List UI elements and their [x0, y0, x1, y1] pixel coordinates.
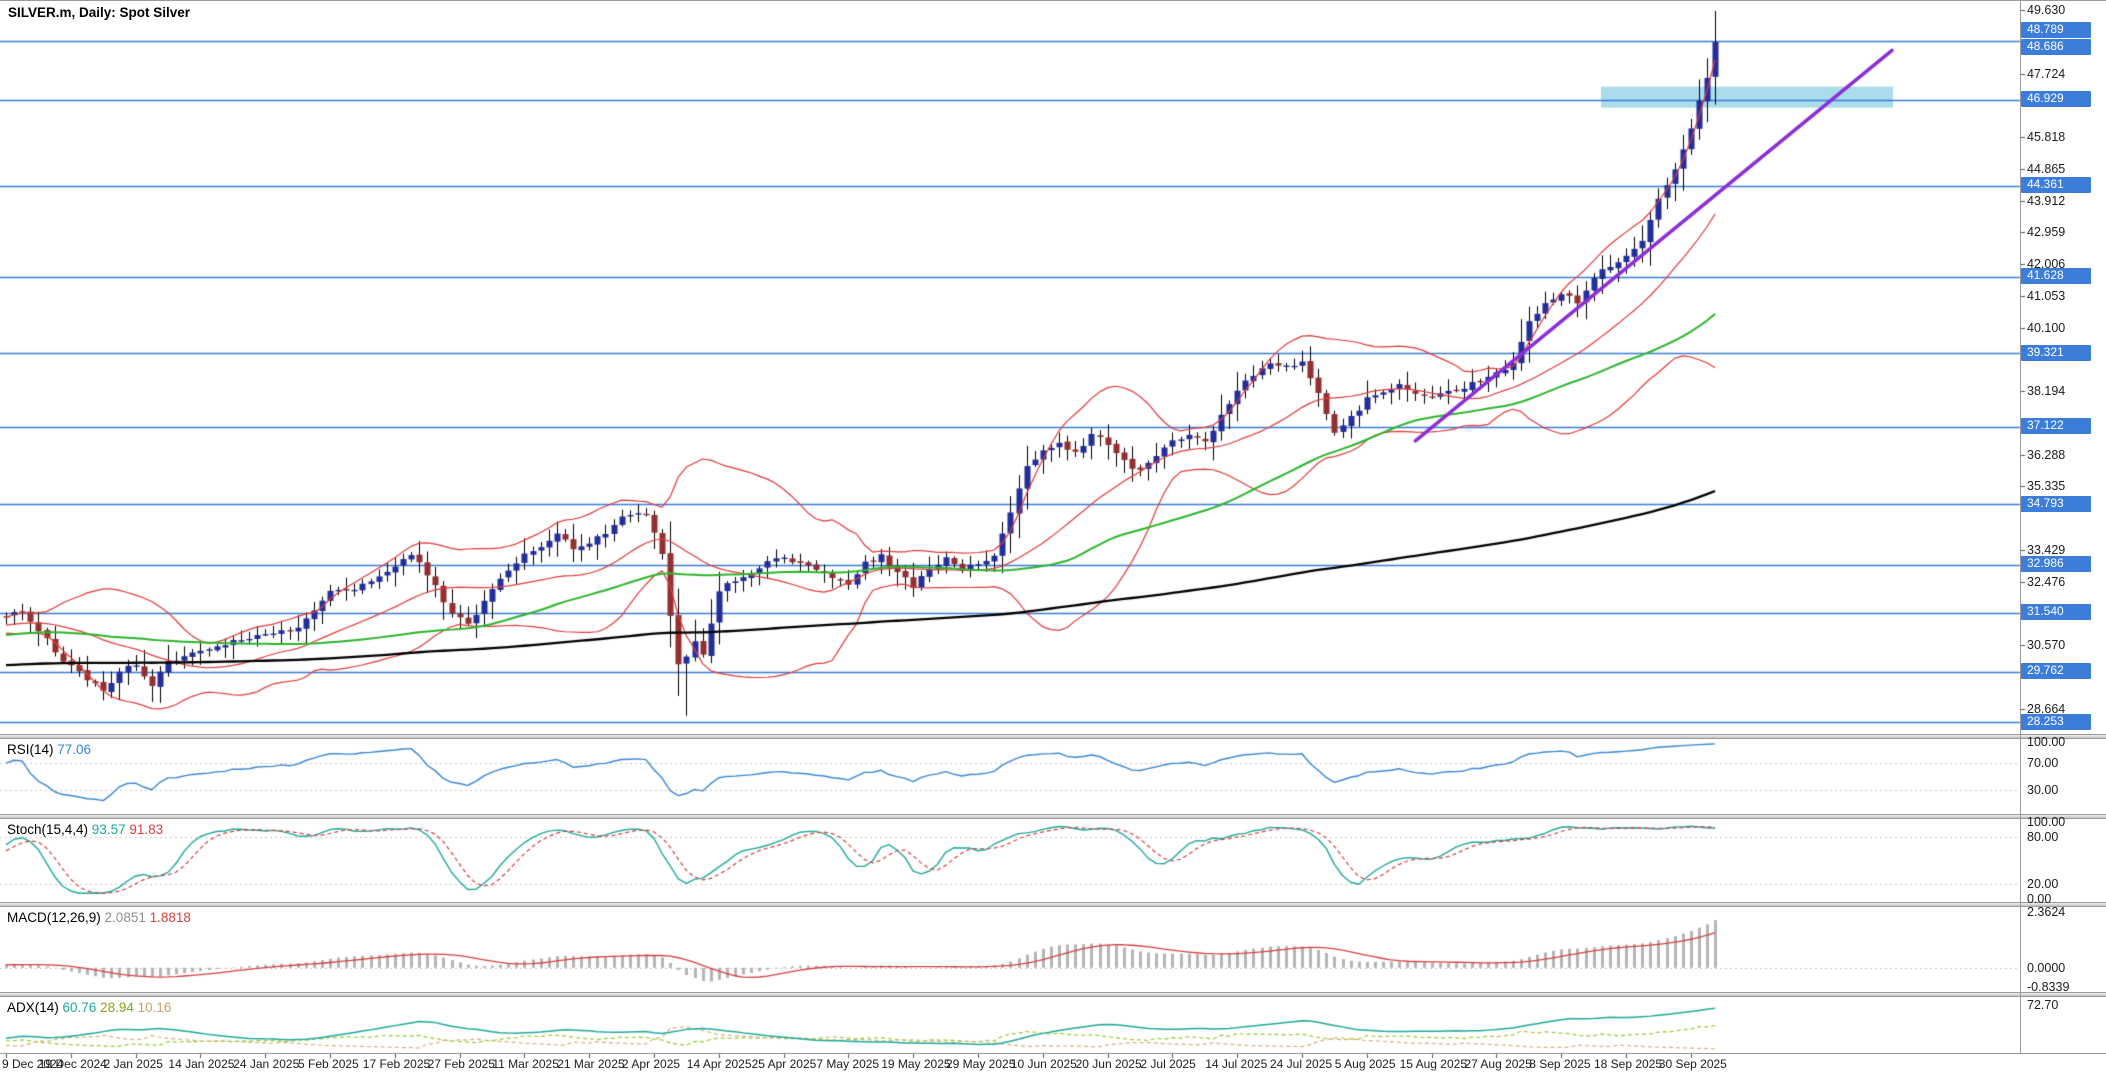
date-label: 5 Aug 2025 [1334, 1057, 1396, 1071]
date-label: 14 Apr 2025 [686, 1057, 752, 1071]
current-price-tag[interactable]: 48.789 [2021, 21, 2091, 38]
date-label: 18 Sep 2025 [1594, 1057, 1663, 1071]
date-label: 24 Jan 2025 [233, 1057, 300, 1071]
date-label: 2 Apr 2025 [622, 1057, 681, 1071]
date-label: 27 Aug 2025 [1464, 1057, 1532, 1071]
price-level-tag[interactable]: 29.762 [2021, 663, 2091, 680]
price-tick-label: 49.630 [2027, 2, 2066, 17]
date-label: 21 Mar 2025 [557, 1057, 625, 1071]
date-label: 19 May 2025 [881, 1057, 951, 1071]
indicator-axis-label: 0.0000 [2027, 960, 2066, 975]
price-level-tag[interactable]: 32.986 [2021, 556, 2091, 573]
price-level-tag[interactable]: 41.628 [2021, 268, 2091, 285]
chart-title: SILVER.m, Daily: Spot Silver [8, 5, 191, 20]
adx-value: 10.16 [133, 1000, 172, 1015]
indicator-axis-label: 72.70 [2027, 997, 2059, 1012]
macd-indicator-label: MACD(12,26,9) 2.0851 1.8818 [7, 910, 191, 925]
price-axis-border [2020, 1, 2021, 1053]
macd-value: 1.8818 [145, 910, 191, 925]
indicator-axis-label: 80.00 [2027, 830, 2059, 845]
price-tick-label: 45.818 [2027, 130, 2066, 144]
date-label: 20 Jun 2025 [1075, 1057, 1142, 1071]
indicator-axis-label: 70.00 [2027, 755, 2059, 770]
adx-indicator-label: ADX(14) 60.76 28.94 10.16 [7, 1000, 172, 1015]
price-tick-label: 43.912 [2027, 193, 2066, 208]
date-label: 2 Jul 2025 [1140, 1057, 1196, 1071]
price-tick-label: 44.865 [2027, 161, 2066, 176]
date-label: 24 Jul 2025 [1270, 1057, 1333, 1071]
date-label: 19 Dec 2024 [38, 1057, 107, 1071]
date-label: 9 Dec 2024 [2, 1057, 64, 1071]
panel-separator[interactable] [0, 734, 2106, 739]
price-level-tag[interactable]: 39.321 [2021, 344, 2091, 361]
rsi-indicator-label: RSI(14) 77.06 [7, 742, 92, 757]
date-label: 29 May 2025 [946, 1057, 1016, 1071]
stoch-indicator-label: Stoch(15,4,4) 93.57 91.83 [7, 822, 164, 837]
price-tick-label: 42.006 [2027, 257, 2066, 271]
indicator-axis-label: 100.00 [2027, 815, 2066, 829]
price-tick-label: 41.053 [2027, 288, 2066, 303]
price-tick-label: 38.194 [2027, 384, 2066, 399]
date-label: 5 Feb 2025 [298, 1057, 359, 1071]
price-level-tag[interactable]: 44.361 [2021, 177, 2091, 194]
indicator-axis-label: 2.3624 [2027, 905, 2066, 920]
date-label: 7 May 2025 [816, 1057, 880, 1071]
price-tick-label: 40.100 [2027, 320, 2066, 335]
indicator-axis-label: 20.00 [2027, 876, 2059, 891]
panel-separator[interactable] [0, 902, 2106, 907]
date-label: 8 Sep 2025 [1529, 1057, 1591, 1071]
price-tick-label: 36.288 [2027, 447, 2066, 462]
date-label: 15 Aug 2025 [1399, 1057, 1467, 1071]
date-label: 14 Jan 2025 [168, 1057, 235, 1071]
price-tick-label: 30.570 [2027, 638, 2066, 653]
price-tick-label: 32.476 [2027, 574, 2066, 589]
time-axis-border [0, 1053, 2106, 1054]
macd-value: 2.0851 [100, 910, 146, 925]
price-level-tag[interactable]: 28.253 [2021, 713, 2091, 730]
stoch-value: 91.83 [125, 822, 164, 837]
price-tick-label: 47.724 [2027, 66, 2066, 81]
price-tick-label: 35.335 [2027, 479, 2066, 494]
indicator-axis-label: 0.00 [2027, 892, 2052, 906]
stoch-value: 93.57 [88, 822, 126, 837]
date-label: 27 Feb 2025 [427, 1057, 495, 1071]
indicator-axis-label: 100.00 [2027, 735, 2066, 749]
date-label: 14 Jul 2025 [1205, 1057, 1268, 1071]
price-level-tag[interactable]: 31.540 [2021, 604, 2091, 621]
adx-value: 60.76 [58, 1000, 97, 1015]
time-axis[interactable]: 9 Dec 2024 19 Dec 2024 2 Jan 2025 14 Jan 20… [0, 1053, 2106, 1073]
panel-separator[interactable] [0, 992, 2106, 997]
price-axis[interactable]: 49.630 47.724 45.818 44.865 43.912 42.959 42.0… [2020, 1, 2106, 1053]
indicator-axis-label: -0.8339 [2027, 980, 2070, 995]
price-level-tag[interactable]: 48.686 [2021, 38, 2091, 55]
adx-value: 28.94 [96, 1000, 134, 1015]
price-tick-label: 28.664 [2027, 701, 2066, 716]
price-level-tag[interactable]: 37.122 [2021, 418, 2091, 435]
date-label: 10 Jun 2025 [1010, 1057, 1077, 1071]
date-label: 17 Feb 2025 [362, 1057, 431, 1071]
date-label: 30 Sep 2025 [1658, 1057, 1727, 1071]
panel-separator[interactable] [0, 814, 2106, 819]
date-label: 2 Jan 2025 [103, 1057, 163, 1071]
price-tick-label: 33.429 [2027, 542, 2066, 557]
date-label: 25 Apr 2025 [751, 1057, 817, 1071]
price-level-tag[interactable]: 46.929 [2021, 91, 2091, 108]
rsi-value: 77.06 [53, 742, 92, 757]
date-label: 11 Mar 2025 [492, 1057, 559, 1071]
price-tick-label: 42.959 [2027, 225, 2066, 240]
price-level-tag[interactable]: 34.793 [2021, 495, 2091, 512]
indicator-axis-label: 30.00 [2027, 783, 2059, 798]
